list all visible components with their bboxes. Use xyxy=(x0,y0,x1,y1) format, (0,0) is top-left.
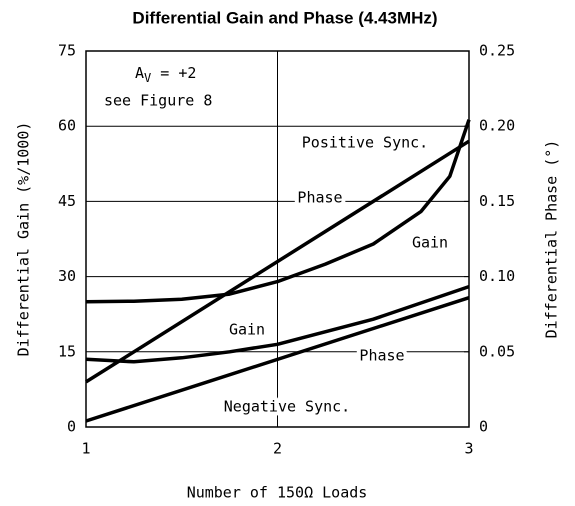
gain-symbol: A xyxy=(135,64,144,82)
series-label: Phase xyxy=(359,347,404,365)
y-tick-label: 60 xyxy=(58,117,76,135)
annotation: see Figure 8 xyxy=(104,92,212,110)
y-tick-label: 30 xyxy=(58,267,76,285)
gain-subscript: V xyxy=(144,71,151,85)
gain-setting: AV = +2 xyxy=(135,64,196,85)
chart-title: Differential Gain and Phase (4.43MHz) xyxy=(132,8,437,27)
y-tick-label: 45 xyxy=(58,192,76,210)
x-axis-label: Number of 150Ω Loads xyxy=(187,484,368,502)
y-tick-label: 75 xyxy=(58,42,76,60)
annotation: Negative Sync. xyxy=(224,398,350,416)
plot-frame xyxy=(85,50,470,428)
y2-axis-label: Differential Phase (°) xyxy=(543,140,561,339)
annotation: Positive Sync. xyxy=(302,134,428,152)
series-line xyxy=(85,139,470,384)
gain-value: = +2 xyxy=(151,64,196,82)
y2-tick-label: 0.05 xyxy=(479,342,515,360)
y-tick-label: 0 xyxy=(67,418,76,436)
series-label: Gain xyxy=(229,321,265,339)
series-line xyxy=(85,119,471,304)
y2-tick-label: 0.15 xyxy=(479,192,515,210)
x-tick-label: 2 xyxy=(273,440,282,458)
y-axis-label: Differential Gain (%/1000) xyxy=(15,122,33,357)
x-tick-label: 3 xyxy=(464,440,473,458)
y2-tick-label: 0.10 xyxy=(479,267,515,285)
series-label: Gain xyxy=(412,234,448,252)
y2-tick-label: 0.20 xyxy=(479,117,515,135)
series-label: Phase xyxy=(297,189,342,207)
series-line xyxy=(85,284,470,364)
series-line xyxy=(85,296,470,423)
y2-tick-label: 0 xyxy=(479,418,488,436)
y-tick-label: 15 xyxy=(58,342,76,360)
y2-tick-label: 0.25 xyxy=(479,42,515,60)
x-tick-label: 1 xyxy=(81,440,90,458)
